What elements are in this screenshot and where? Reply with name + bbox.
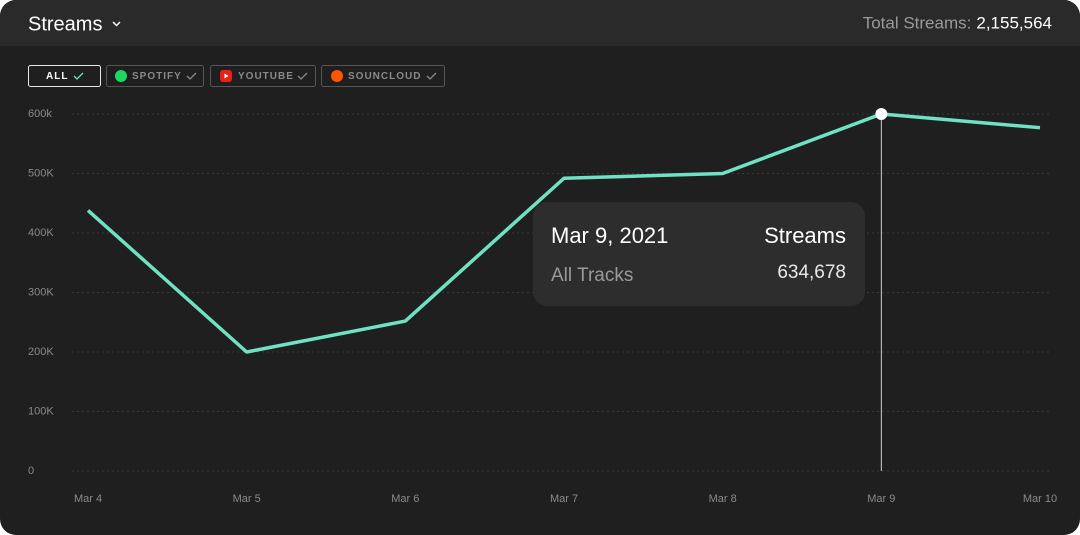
x-tick-label: Mar 6 [391,493,419,505]
youtube-play [224,73,229,79]
tooltip-bg [533,202,865,306]
filter-spotify[interactable]: SPOTIFY [106,65,204,87]
spotify-icon [115,70,127,82]
filter-youtube[interactable]: YOUTUBE [210,65,316,87]
check [186,72,197,80]
total-label: Total Streams: [863,13,972,32]
y-tick-label: 300K [28,286,54,298]
total-value: 2,155,564 [976,13,1052,32]
x-tick-label: Mar 8 [709,493,737,505]
tooltip-metric: Streams [764,223,846,248]
tooltip-series: All Tracks [551,265,633,286]
check [297,72,308,80]
tooltip-value: 634,678 [777,262,846,283]
filter-label[interactable]: YOUTUBE [238,71,294,82]
tooltip-date: Mar 9, 2021 [551,223,668,248]
y-tick-label: 500K [28,167,54,179]
y-tick-label: 200K [28,346,54,358]
filter-label[interactable]: SPOTIFY [132,71,182,82]
filter-soundcloud[interactable]: SOUNCLOUD [321,65,445,87]
filter-border[interactable] [106,65,204,87]
x-tick-label: Mar 10 [1023,493,1057,505]
dropdown-icon[interactable] [112,21,121,27]
check [426,72,437,80]
header-bg [0,0,1080,46]
x-tick-label: Mar 4 [74,493,102,505]
plot: 0 100K 200K 300K 400K 500K 600k Mar 4 Mar 5 Mar 6… [28,108,1057,505]
y-tick-label: 100K [28,405,54,417]
tooltip: Mar 9, 2021 Streams All Tracks 634,678 [533,202,865,306]
filter-label[interactable]: SOUNCLOUD [348,71,421,82]
soundcloud-icon [331,70,343,82]
y-tick-label: 400K [28,227,54,239]
filter-border[interactable] [28,65,101,87]
y-tick-label: 600k [28,108,52,120]
x-tick-label: Mar 7 [550,493,578,505]
hover-point [875,108,888,120]
filter-border[interactable] [210,65,316,87]
filter-label[interactable]: ALL [46,71,68,82]
filter-all[interactable]: ALL [28,65,101,87]
header-title[interactable]: Streams [28,13,102,35]
x-tick-label: Mar 5 [233,493,261,505]
filter-border[interactable] [321,65,445,87]
check [73,72,84,80]
y-tick-label: 0 [28,465,34,477]
x-tick-label: Mar 9 [867,493,895,505]
